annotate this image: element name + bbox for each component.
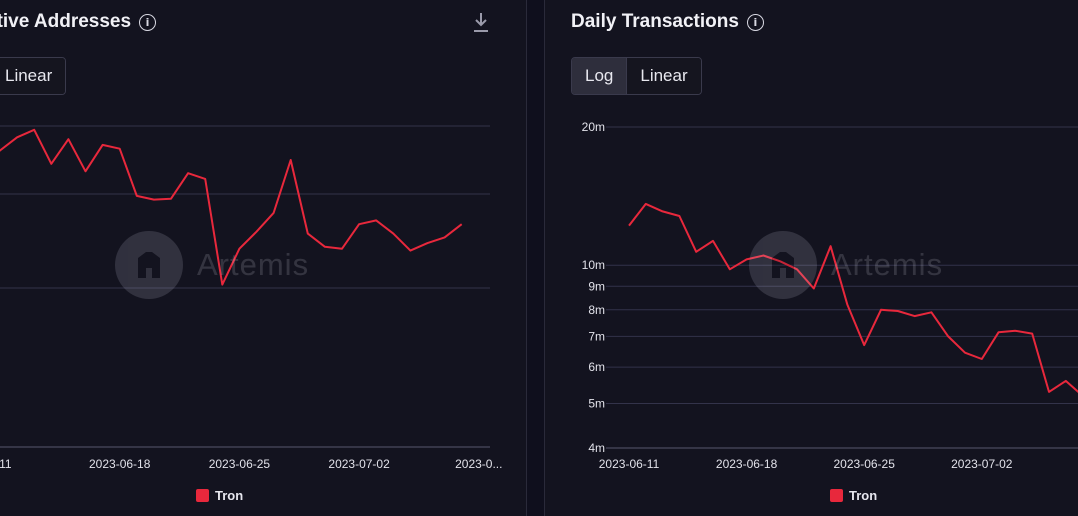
daily-transactions-panel: 20m 10m 9m 8m 7m 6m 5m 4m 2023-06-11 2023-06-18 20… (544, 0, 1078, 516)
linear-scale-button[interactable]: Linear (0, 58, 66, 94)
panel-title: Daily Transactions (571, 11, 739, 32)
x-tick-label: 2023-06-18 (89, 457, 151, 471)
y-tick-label: 7m (588, 329, 605, 343)
x-tick-label: 2023-0... (455, 457, 502, 471)
x-tick-label: 2023-06-18 (716, 457, 778, 471)
x-tick-label: 2023-06-11 (599, 457, 660, 471)
scale-toggle: Log Linear (571, 57, 702, 95)
x-tick-label: 2023-06-25 (209, 457, 271, 471)
y-tick-label: 9m (588, 279, 605, 293)
x-tick-label: 2023-07-02 (951, 457, 1013, 471)
watermark-text: Artemis (831, 247, 944, 282)
active-addresses-title-row: ctive Addresses i (0, 8, 157, 36)
y-tick-label: 8m (588, 303, 605, 317)
x-tick-label: 6-11 (0, 457, 12, 471)
artemis-watermark: Artemis (115, 231, 309, 299)
y-tick-label: 4m (588, 441, 605, 455)
y-tick-label: 10m (582, 258, 605, 272)
artemis-logo-icon (115, 231, 183, 299)
panel-title: ctive Addresses (0, 11, 132, 32)
legend-swatch (830, 489, 843, 502)
legend[interactable]: Tron (830, 488, 877, 503)
legend-label: Tron (215, 488, 244, 503)
legend[interactable]: Tron (196, 488, 243, 503)
legend-label: Tron (849, 488, 878, 503)
artemis-watermark: Artemis (749, 231, 943, 299)
scale-toggle: Linear (0, 57, 67, 95)
series-line-tron (628, 202, 1078, 393)
daily-transactions-chart: 20m 10m 9m 8m 7m 6m 5m 4m 2023-06-11 2023-06-18 20… (582, 120, 1078, 471)
artemis-logo-icon (749, 231, 817, 299)
x-tick-label: 2023-07-02 (328, 457, 390, 471)
linear-scale-button[interactable]: Linear (626, 58, 701, 94)
y-tick-label: 20m (582, 120, 605, 134)
series-line-tron (0, 128, 463, 286)
y-tick-label: 5m (588, 396, 605, 410)
active-addresses-chart: 6-11 2023-06-18 2023-06-25 2023-07-02 2023-0… (0, 125, 502, 471)
legend-swatch (196, 489, 209, 502)
info-icon[interactable]: i (746, 13, 764, 31)
log-scale-button[interactable]: Log (572, 58, 627, 94)
daily-transactions-title-row: Daily Transactions i (571, 8, 764, 36)
watermark-text: Artemis (197, 247, 310, 282)
download-icon[interactable] (472, 10, 490, 34)
info-icon[interactable]: i (139, 13, 157, 31)
x-tick-label: 2023-06-25 (834, 457, 896, 471)
active-addresses-panel: 6-11 2023-06-18 2023-06-25 2023-07-02 2023-0… (0, 0, 527, 516)
y-tick-label: 6m (588, 360, 605, 374)
